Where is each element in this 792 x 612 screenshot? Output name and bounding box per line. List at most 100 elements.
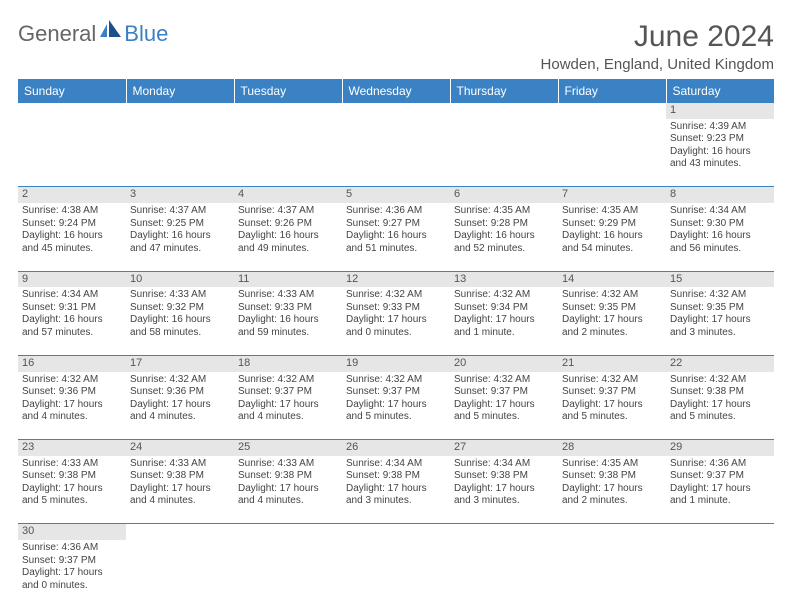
day-cell: Sunrise: 4:37 AMSunset: 9:25 PMDaylight:… [126, 203, 234, 271]
day-number: 21 [558, 355, 666, 371]
day-number [558, 103, 666, 119]
sunrise-text: Sunrise: 4:35 AM [562, 205, 662, 218]
daylight-text: Daylight: 17 hours and 5 minutes. [670, 399, 770, 424]
daylight-text: Daylight: 17 hours and 3 minutes. [670, 314, 770, 339]
day-number: 20 [450, 355, 558, 371]
week-row: Sunrise: 4:34 AMSunset: 9:31 PMDaylight:… [18, 287, 774, 355]
day-number [18, 103, 126, 119]
weekday-header: Tuesday [234, 79, 342, 103]
sunset-text: Sunset: 9:33 PM [346, 302, 446, 315]
sunset-text: Sunset: 9:23 PM [670, 133, 770, 146]
day-number: 18 [234, 355, 342, 371]
logo: General Blue [18, 20, 168, 47]
logo-text-general: General [18, 21, 96, 47]
sunrise-text: Sunrise: 4:37 AM [238, 205, 338, 218]
daylight-text: Daylight: 16 hours and 54 minutes. [562, 230, 662, 255]
day-number: 30 [18, 524, 126, 540]
day-cell [666, 540, 774, 608]
daylight-text: Daylight: 17 hours and 5 minutes. [346, 399, 446, 424]
sunset-text: Sunset: 9:36 PM [22, 386, 122, 399]
daylight-text: Daylight: 17 hours and 4 minutes. [130, 399, 230, 424]
sunrise-text: Sunrise: 4:36 AM [670, 458, 770, 471]
day-number: 27 [450, 440, 558, 456]
day-number: 12 [342, 271, 450, 287]
day-cell: Sunrise: 4:34 AMSunset: 9:38 PMDaylight:… [342, 456, 450, 524]
sunset-text: Sunset: 9:28 PM [454, 218, 554, 231]
daynum-row: 9101112131415 [18, 271, 774, 287]
day-cell [126, 119, 234, 187]
sunrise-text: Sunrise: 4:36 AM [346, 205, 446, 218]
week-row: Sunrise: 4:36 AMSunset: 9:37 PMDaylight:… [18, 540, 774, 608]
daylight-text: Daylight: 17 hours and 2 minutes. [562, 314, 662, 339]
calendar-table: Sunday Monday Tuesday Wednesday Thursday… [18, 79, 774, 608]
day-cell: Sunrise: 4:33 AMSunset: 9:38 PMDaylight:… [234, 456, 342, 524]
day-cell [18, 119, 126, 187]
daylight-text: Daylight: 17 hours and 0 minutes. [22, 567, 122, 592]
day-cell: Sunrise: 4:34 AMSunset: 9:30 PMDaylight:… [666, 203, 774, 271]
day-number: 2 [18, 187, 126, 203]
sunset-text: Sunset: 9:38 PM [454, 470, 554, 483]
day-number [126, 103, 234, 119]
day-cell: Sunrise: 4:32 AMSunset: 9:37 PMDaylight:… [234, 372, 342, 440]
sunrise-text: Sunrise: 4:32 AM [562, 374, 662, 387]
day-number: 5 [342, 187, 450, 203]
sunset-text: Sunset: 9:37 PM [562, 386, 662, 399]
day-number: 3 [126, 187, 234, 203]
day-number: 19 [342, 355, 450, 371]
day-cell [558, 540, 666, 608]
day-number [558, 524, 666, 540]
sunrise-text: Sunrise: 4:32 AM [346, 289, 446, 302]
sunrise-text: Sunrise: 4:32 AM [454, 289, 554, 302]
daylight-text: Daylight: 16 hours and 59 minutes. [238, 314, 338, 339]
day-cell: Sunrise: 4:35 AMSunset: 9:28 PMDaylight:… [450, 203, 558, 271]
sunrise-text: Sunrise: 4:32 AM [670, 374, 770, 387]
sunset-text: Sunset: 9:37 PM [454, 386, 554, 399]
sunset-text: Sunset: 9:37 PM [238, 386, 338, 399]
day-number: 28 [558, 440, 666, 456]
daylight-text: Daylight: 17 hours and 2 minutes. [562, 483, 662, 508]
day-number: 17 [126, 355, 234, 371]
daylight-text: Daylight: 16 hours and 43 minutes. [670, 146, 770, 171]
day-number: 23 [18, 440, 126, 456]
day-number: 15 [666, 271, 774, 287]
day-cell: Sunrise: 4:33 AMSunset: 9:38 PMDaylight:… [18, 456, 126, 524]
day-cell: Sunrise: 4:34 AMSunset: 9:38 PMDaylight:… [450, 456, 558, 524]
sunrise-text: Sunrise: 4:33 AM [238, 289, 338, 302]
sunrise-text: Sunrise: 4:34 AM [454, 458, 554, 471]
sunrise-text: Sunrise: 4:33 AM [238, 458, 338, 471]
sunset-text: Sunset: 9:34 PM [454, 302, 554, 315]
day-cell: Sunrise: 4:32 AMSunset: 9:37 PMDaylight:… [558, 372, 666, 440]
sunset-text: Sunset: 9:38 PM [670, 386, 770, 399]
day-cell [342, 540, 450, 608]
sunrise-text: Sunrise: 4:36 AM [22, 542, 122, 555]
daylight-text: Daylight: 16 hours and 47 minutes. [130, 230, 230, 255]
day-cell: Sunrise: 4:32 AMSunset: 9:36 PMDaylight:… [126, 372, 234, 440]
sunrise-text: Sunrise: 4:37 AM [130, 205, 230, 218]
sunrise-text: Sunrise: 4:32 AM [562, 289, 662, 302]
daylight-text: Daylight: 17 hours and 4 minutes. [238, 483, 338, 508]
day-cell: Sunrise: 4:33 AMSunset: 9:38 PMDaylight:… [126, 456, 234, 524]
day-cell: Sunrise: 4:38 AMSunset: 9:24 PMDaylight:… [18, 203, 126, 271]
day-number [450, 103, 558, 119]
weekday-header: Monday [126, 79, 234, 103]
day-cell: Sunrise: 4:32 AMSunset: 9:38 PMDaylight:… [666, 372, 774, 440]
day-cell: Sunrise: 4:32 AMSunset: 9:34 PMDaylight:… [450, 287, 558, 355]
day-number [126, 524, 234, 540]
day-cell [234, 119, 342, 187]
day-number [450, 524, 558, 540]
day-number: 10 [126, 271, 234, 287]
sunset-text: Sunset: 9:35 PM [670, 302, 770, 315]
sunset-text: Sunset: 9:37 PM [22, 555, 122, 568]
day-number: 14 [558, 271, 666, 287]
day-number [342, 524, 450, 540]
sunset-text: Sunset: 9:36 PM [130, 386, 230, 399]
day-number [234, 103, 342, 119]
day-cell: Sunrise: 4:32 AMSunset: 9:35 PMDaylight:… [558, 287, 666, 355]
day-cell [558, 119, 666, 187]
day-cell: Sunrise: 4:36 AMSunset: 9:37 PMDaylight:… [666, 456, 774, 524]
day-cell [450, 540, 558, 608]
day-cell [450, 119, 558, 187]
sunset-text: Sunset: 9:37 PM [346, 386, 446, 399]
daylight-text: Daylight: 16 hours and 52 minutes. [454, 230, 554, 255]
daylight-text: Daylight: 17 hours and 1 minute. [454, 314, 554, 339]
